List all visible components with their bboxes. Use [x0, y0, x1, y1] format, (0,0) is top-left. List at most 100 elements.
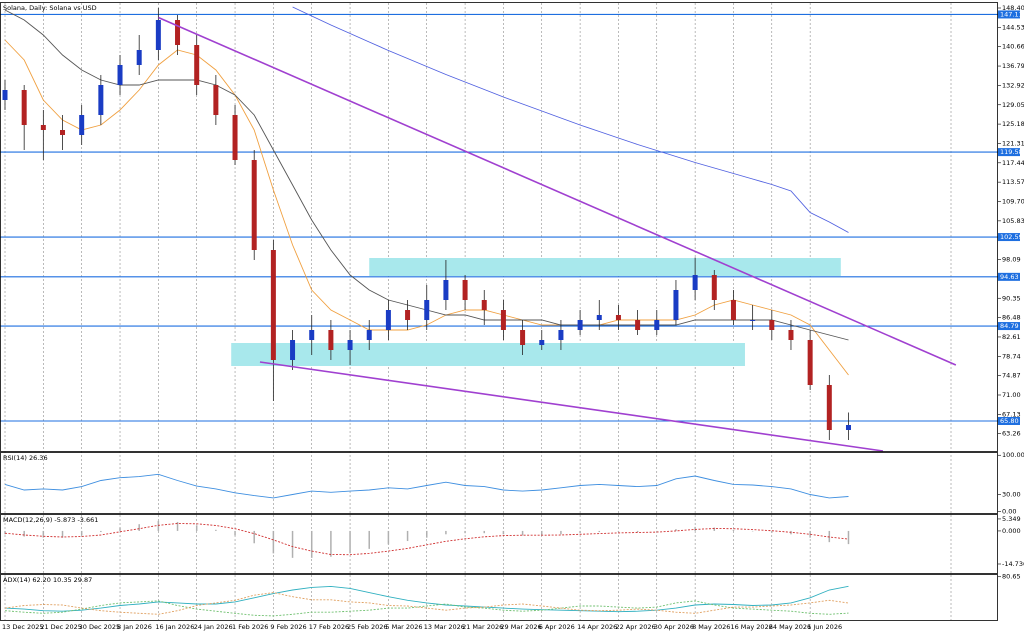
candle-body	[788, 330, 794, 340]
candle-body	[750, 320, 756, 321]
candle-body	[155, 20, 161, 50]
candle-body	[692, 275, 698, 290]
y-tick-label: 144.53	[1002, 23, 1024, 31]
candle-body	[405, 310, 411, 320]
y-tick-label: 98.09	[1002, 256, 1021, 264]
y-tick-label: 30.00	[1002, 490, 1021, 498]
candle-body	[596, 315, 602, 320]
candle-body	[366, 330, 372, 340]
x-tick-label: 6 Apr 2026	[539, 623, 575, 631]
y-tick-label: 71.00	[1002, 391, 1021, 399]
x-tick-label: 22 Apr 2026	[615, 623, 655, 631]
zone	[369, 258, 841, 276]
y-tick-label: 78.74	[1002, 352, 1021, 360]
plot	[0, 6, 998, 617]
level-tag	[998, 272, 1020, 281]
candle-body	[40, 125, 46, 130]
candle-body	[845, 425, 851, 430]
y-tick-label: 105.83	[1002, 217, 1024, 225]
candle-body	[21, 90, 27, 125]
y-tick-label: 117.44	[1002, 159, 1024, 167]
x-tick-label: 24 Jan 2026	[194, 623, 233, 631]
candle-body	[807, 340, 813, 385]
candle-body	[175, 20, 181, 45]
y-tick-label: 80.65	[1002, 573, 1021, 581]
level-label: 65.80	[1000, 417, 1019, 425]
x-tick-label: 30 Apr 2026	[654, 623, 694, 631]
panel-title: RSI(14) 26.36	[3, 454, 48, 462]
level-label: 119.58	[1000, 148, 1023, 156]
y-tick-label: 129.05	[1002, 101, 1024, 109]
level-label: 84.79	[1000, 322, 1019, 330]
candle-body	[194, 45, 200, 85]
macd-panel	[0, 514, 998, 574]
candle-body	[136, 50, 142, 65]
y-tick-label: 67.13	[1002, 410, 1021, 418]
x-tick-label: 17 Feb 2026	[309, 623, 349, 631]
zone	[231, 343, 745, 366]
rsi-panel	[0, 452, 998, 514]
level-tag	[998, 233, 1020, 242]
candle-body	[654, 320, 660, 330]
x-tick-label: 16 May 2026	[730, 623, 772, 631]
candle-body	[462, 280, 468, 300]
candle-body	[730, 300, 736, 320]
x-tick-label: 29 Mar 2026	[500, 623, 541, 631]
candle-body	[635, 320, 641, 330]
candle-body	[347, 340, 353, 350]
trendline	[158, 16, 957, 366]
y-tick-label: 0.000	[1002, 527, 1021, 535]
x-tick-label: 1 Jun 2026	[807, 623, 842, 631]
candle-body	[290, 340, 296, 360]
y-tick-label: 121.31	[1002, 139, 1024, 147]
y-tick-label: 125.18	[1002, 120, 1024, 128]
level-label: 147.11	[1000, 10, 1023, 18]
candle-body	[539, 340, 545, 345]
x-tick-label: 25 Feb 2026	[347, 623, 387, 631]
x-tick-label: 5 Mar 2026	[385, 623, 422, 631]
candle-body	[98, 85, 104, 115]
y-tick-label: 100.00	[1002, 451, 1024, 459]
y-tick-label: 140.66	[1002, 43, 1024, 51]
level-label: 94.63	[1000, 273, 1019, 281]
x-tick-label: 13 Dec 2025	[2, 623, 44, 631]
y-tick-label: 148.40	[1002, 4, 1024, 12]
level-tag	[998, 322, 1020, 331]
y-tick-label: 113.57	[1002, 178, 1024, 186]
candle-body	[60, 130, 66, 135]
x-tick-label: 9 Feb 2026	[270, 623, 306, 631]
candle-body	[577, 320, 583, 330]
y-tick-label: 90.35	[1002, 294, 1021, 302]
x-tick-label: 24 May 2026	[769, 623, 811, 631]
x-tick-label: 21 Dec 2025	[40, 623, 82, 631]
candle-body	[309, 330, 315, 340]
trendline	[259, 361, 884, 452]
y-tick-label: 0.00	[1002, 507, 1016, 515]
candle-body	[2, 90, 8, 100]
candle-body	[826, 385, 832, 430]
candle-body	[500, 310, 506, 330]
candle-body	[558, 330, 564, 340]
candle-body	[251, 160, 257, 250]
level-tag	[998, 417, 1020, 425]
y-tick-label: 136.79	[1002, 62, 1024, 70]
indicator-line	[292, 6, 849, 233]
y-tick-label: 132.92	[1002, 81, 1024, 89]
panel-title: Solana, Daily: Solana vs USD	[3, 4, 97, 12]
candle-body	[328, 330, 334, 350]
y-tick-label: 5.349	[1002, 515, 1021, 523]
y-tick-label: 109.70	[1002, 198, 1024, 206]
y-tick-label: 74.87	[1002, 372, 1021, 380]
indicator-line	[4, 523, 849, 556]
adx-panel	[0, 574, 998, 621]
candle-body	[385, 310, 391, 330]
candle-body	[232, 115, 238, 160]
candle-body	[769, 320, 775, 330]
x-tick-label: 30 Dec 2025	[79, 623, 121, 631]
y-tick-label: -14.736	[1002, 560, 1024, 568]
x-tick-label: 8 May 2026	[692, 623, 730, 631]
level-tag	[998, 10, 1020, 19]
x-tick-label: 13 Mar 2026	[424, 623, 465, 631]
indicator-line	[4, 592, 849, 615]
